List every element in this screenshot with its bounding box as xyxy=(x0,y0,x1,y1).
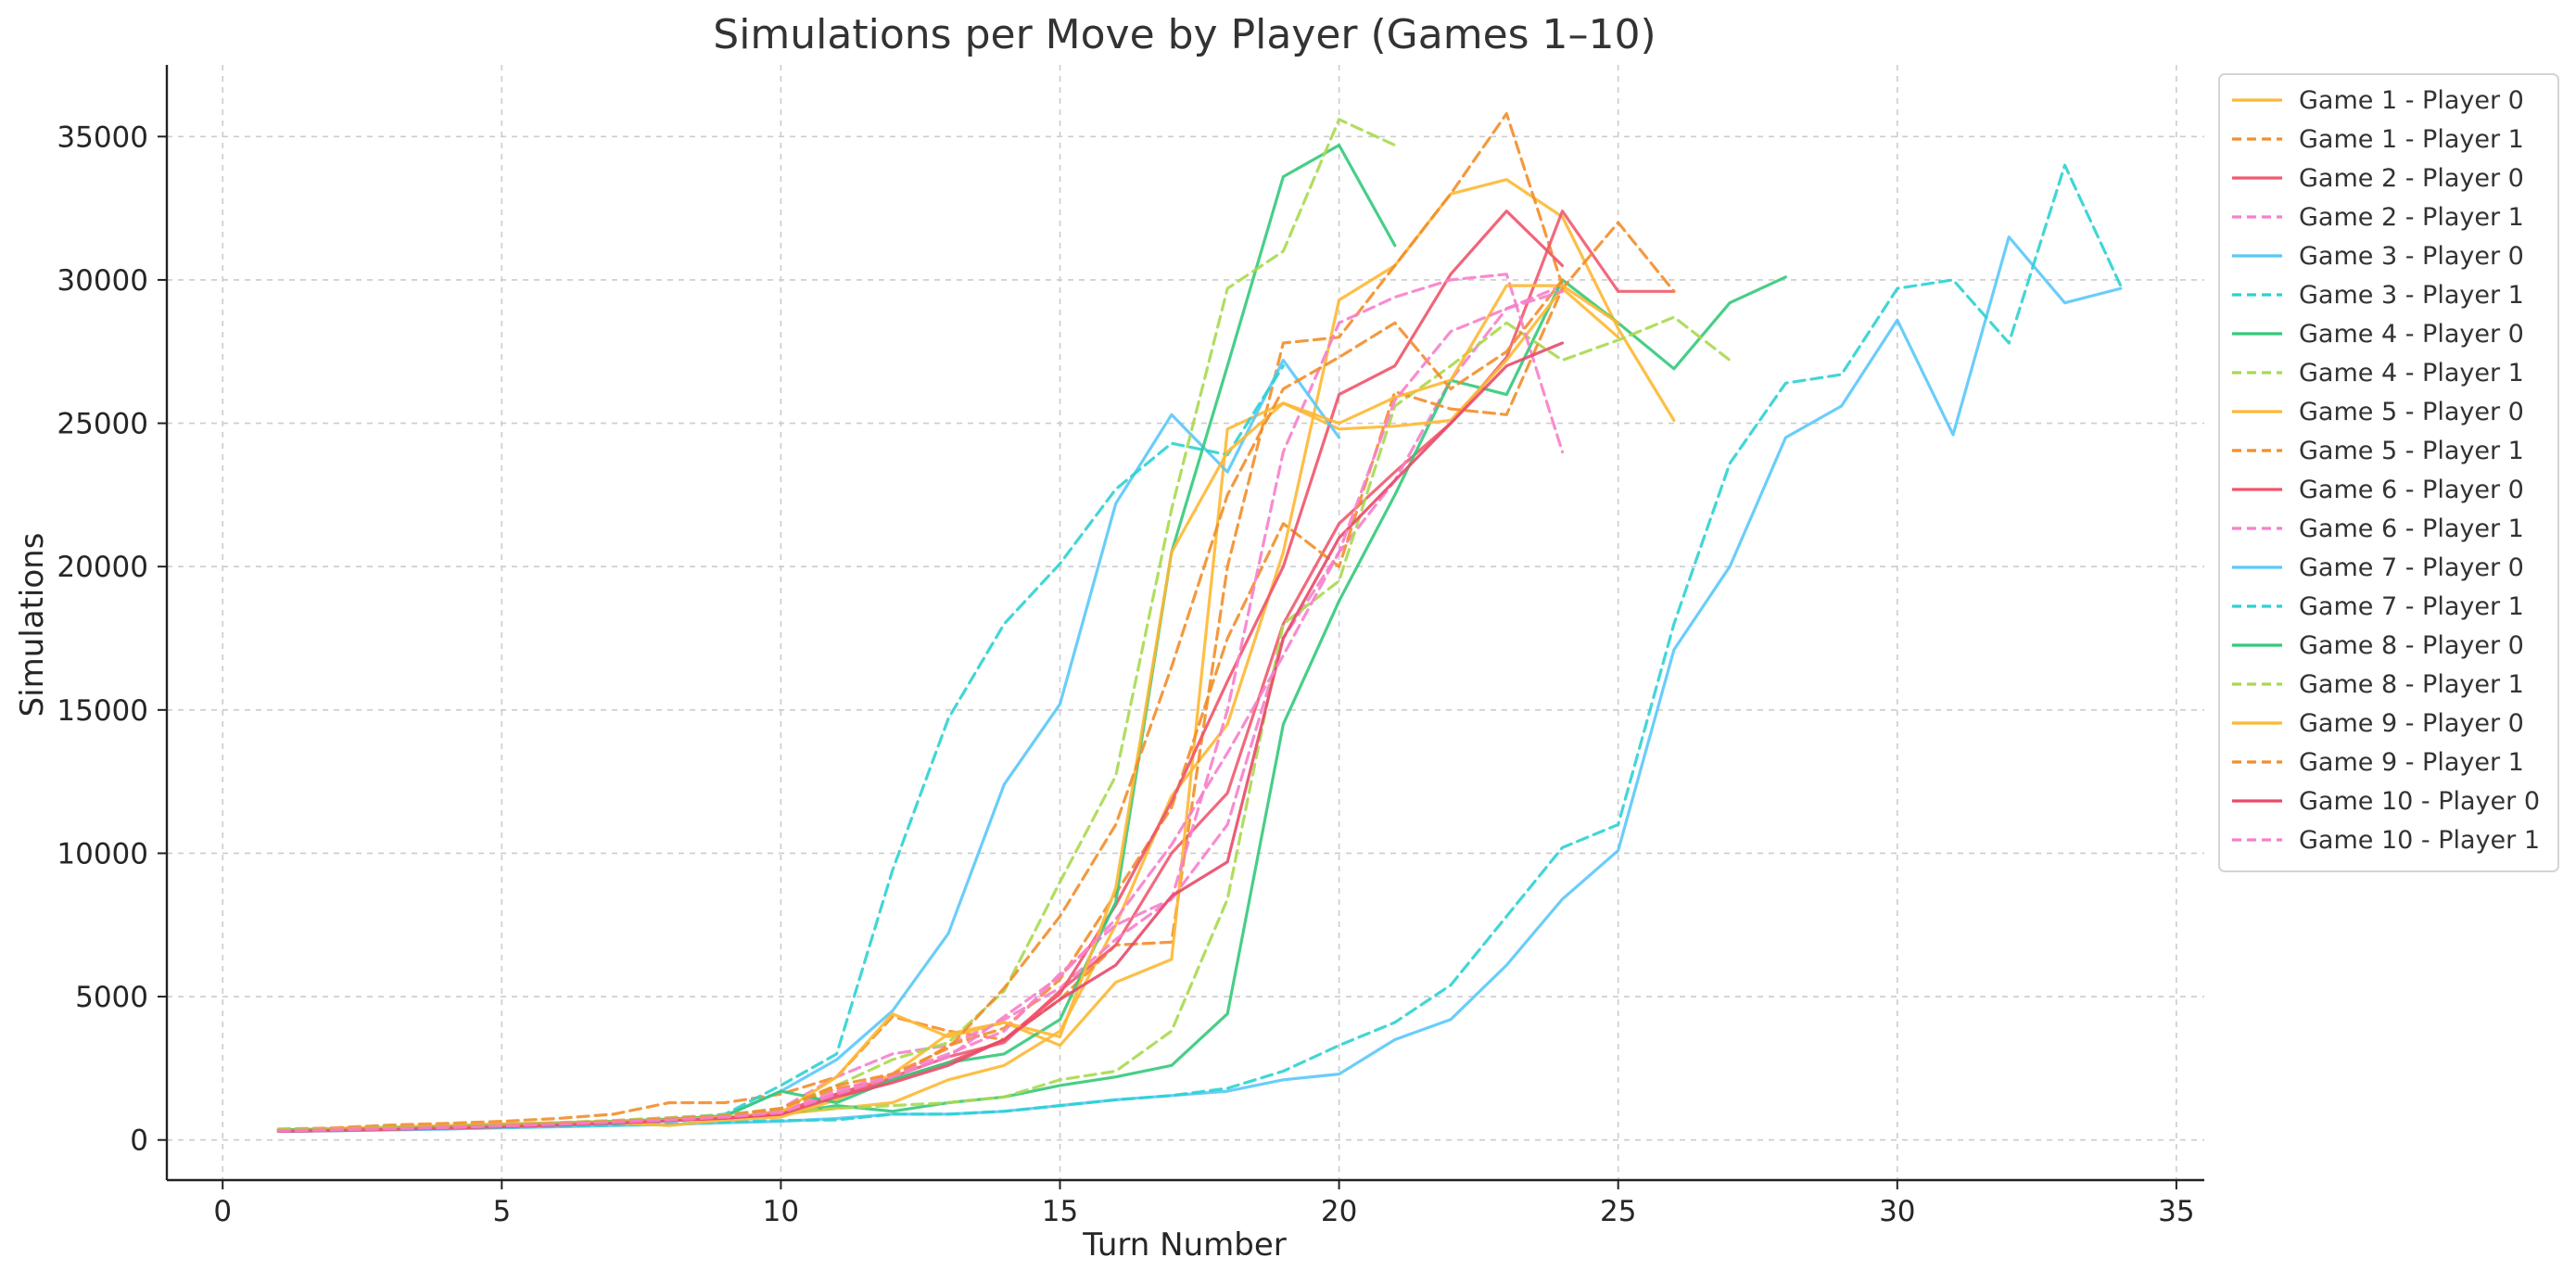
legend-entry-label: Game 5 - Player 1 xyxy=(2299,437,2524,465)
series-line-4 xyxy=(276,284,1565,1132)
legend-entry-label: Game 3 - Player 0 xyxy=(2299,242,2524,271)
legend: Game 1 - Player 0 Game 1 - Player 1 Game 2… xyxy=(2218,73,2559,872)
x-axis-label: Turn Number xyxy=(1082,1226,1286,1264)
series-line-16 xyxy=(276,118,1397,1132)
x-tick-label: 15 xyxy=(1042,1195,1078,1228)
legend-entry-label: Game 4 - Player 1 xyxy=(2299,359,2524,387)
y-tick-label: 25000 xyxy=(57,408,148,441)
series-line-19 xyxy=(276,341,1565,1134)
chart-title: Simulations per Move by Player (Games 1–… xyxy=(713,11,1656,58)
legend-entry-label: Game 6 - Player 1 xyxy=(2299,514,2524,543)
x-tick-label: 5 xyxy=(492,1195,511,1228)
series-line-12 xyxy=(276,273,1565,1133)
y-tick-label: 15000 xyxy=(57,694,148,728)
legend-entry-label: Game 9 - Player 1 xyxy=(2299,748,2524,777)
x-tick-label: 25 xyxy=(1600,1195,1636,1228)
legend-entry-label: Game 6 - Player 0 xyxy=(2299,476,2524,504)
y-tick-label: 5000 xyxy=(75,981,148,1014)
y-tick-label: 0 xyxy=(130,1124,148,1158)
series-line-2 xyxy=(276,111,1565,1131)
x-tick-label: 0 xyxy=(213,1195,232,1228)
legend-entry-label: Game 5 - Player 0 xyxy=(2299,398,2524,426)
x-tick-label: 20 xyxy=(1321,1195,1357,1228)
legend-box xyxy=(2218,73,2559,872)
y-tick-label: 20000 xyxy=(57,551,148,584)
grid xyxy=(167,65,2204,1180)
legend-entry-label: Game 10 - Player 1 xyxy=(2299,826,2540,855)
y-tick-label: 10000 xyxy=(57,837,148,870)
y-axis-label: Simulations xyxy=(14,533,51,718)
series-line-6 xyxy=(276,163,2123,1133)
legend-entry-label: Game 2 - Player 1 xyxy=(2299,203,2524,232)
legend-entry-label: Game 1 - Player 0 xyxy=(2299,86,2524,115)
legend-entry-label: Game 7 - Player 0 xyxy=(2299,553,2524,582)
legend-entry-label: Game 3 - Player 1 xyxy=(2299,281,2524,310)
legend-entry-label: Game 8 - Player 1 xyxy=(2299,670,2524,699)
legend-entry-label: Game 9 - Player 0 xyxy=(2299,709,2524,738)
axes: 0 5 10 15 20 25 30 35 0 5000 10000 15000 20000 25000 3… xyxy=(57,65,2204,1228)
series-line-17 xyxy=(276,284,1620,1133)
series-lines xyxy=(276,111,2123,1134)
x-tick-label: 35 xyxy=(2158,1195,2194,1228)
series-line-3 xyxy=(276,210,1676,1134)
series-line-8 xyxy=(276,315,1732,1132)
series-line-11 xyxy=(276,210,1565,1133)
series-line-1 xyxy=(276,178,1676,1132)
legend-entry-label: Game 2 - Player 0 xyxy=(2299,164,2524,193)
legend-entry-label: Game 1 - Player 1 xyxy=(2299,125,2524,154)
y-tick-label: 30000 xyxy=(57,264,148,298)
legend-entry-label: Game 4 - Player 0 xyxy=(2299,320,2524,349)
series-line-20 xyxy=(276,289,1565,1133)
legend-entry-label: Game 10 - Player 0 xyxy=(2299,787,2540,816)
legend-entry-label: Game 8 - Player 0 xyxy=(2299,631,2524,660)
y-tick-label: 35000 xyxy=(57,121,148,154)
x-tick-label: 30 xyxy=(1879,1195,1915,1228)
x-tick-label: 10 xyxy=(763,1195,799,1228)
legend-entry-label: Game 7 - Player 1 xyxy=(2299,592,2524,621)
